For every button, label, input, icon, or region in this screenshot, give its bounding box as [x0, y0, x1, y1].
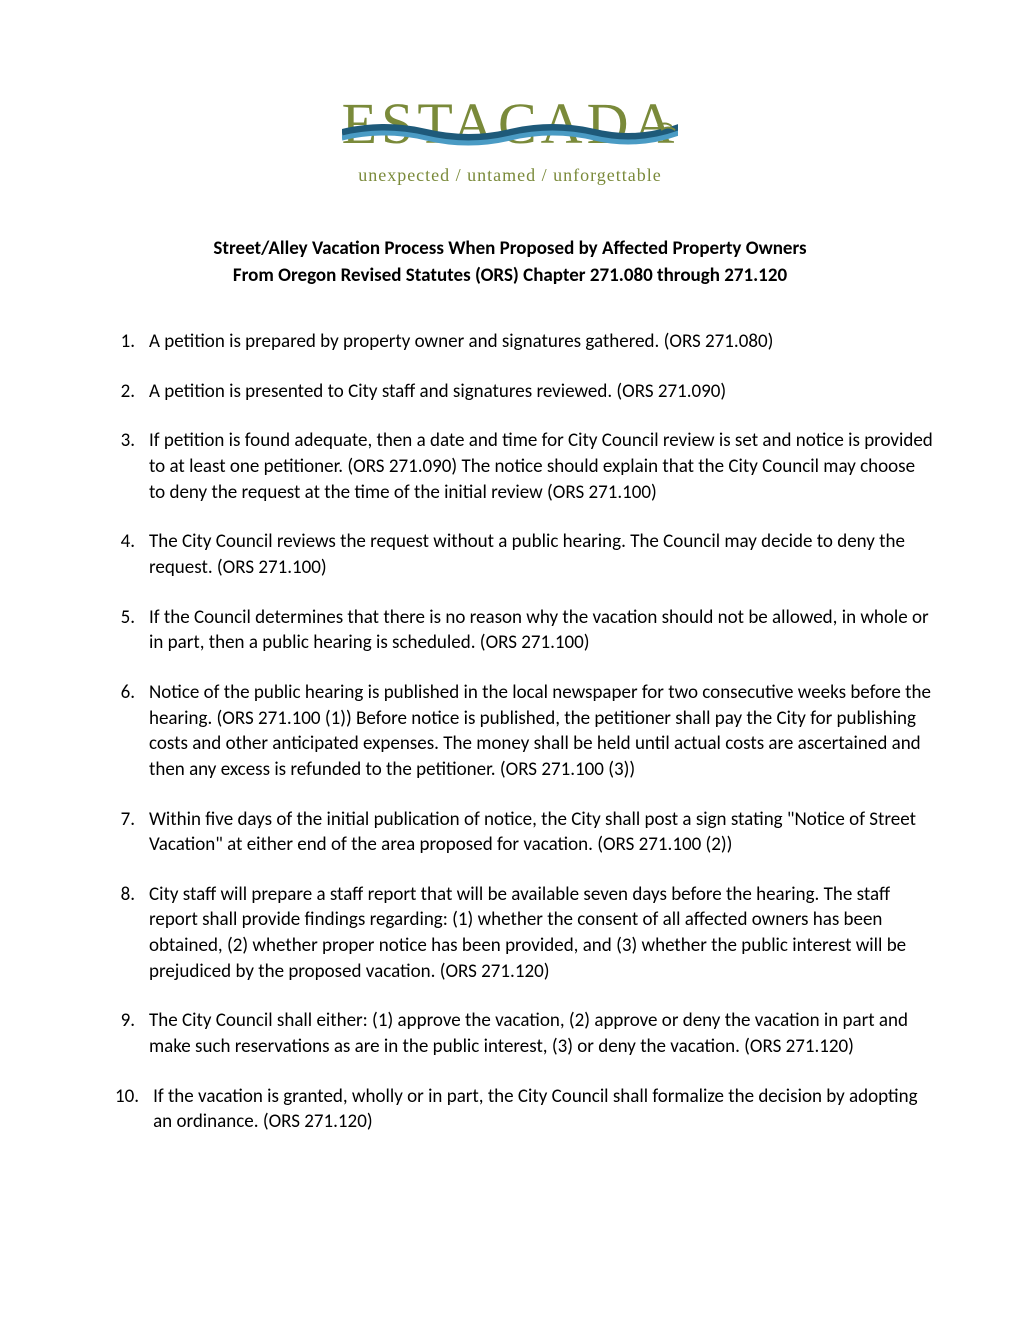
item-number: 10.: [115, 1084, 153, 1135]
logo-text: ESTACADA: [342, 90, 679, 157]
estacada-logo: ESTACADA unexpected / untamed / unforget…: [342, 90, 679, 186]
title-line-2: From Oregon Revised Statutes (ORS) Chapt…: [85, 263, 935, 290]
list-item: 9. The City Council shall either: (1) ap…: [115, 1008, 935, 1059]
item-text: A petition is prepared by property owner…: [149, 329, 935, 355]
item-text: A petition is presented to City staff an…: [149, 379, 935, 405]
list-item: 7. Within five days of the initial publi…: [115, 807, 935, 858]
list-item: 2. A petition is presented to City staff…: [115, 379, 935, 405]
logo-tagline: unexpected / untamed / unforgettable: [342, 165, 679, 186]
item-text: If the vacation is granted, wholly or in…: [153, 1084, 935, 1135]
item-text: Notice of the public hearing is publishe…: [149, 680, 935, 783]
document-title: Street/Alley Vacation Process When Propo…: [85, 236, 935, 289]
item-number: 4.: [115, 529, 149, 580]
list-item: 4. The City Council reviews the request …: [115, 529, 935, 580]
item-number: 2.: [115, 379, 149, 405]
process-list: 1. A petition is prepared by property ow…: [85, 329, 935, 1135]
item-text: Within five days of the initial publicat…: [149, 807, 935, 858]
item-number: 5.: [115, 605, 149, 656]
item-number: 7.: [115, 807, 149, 858]
list-item: 5. If the Council determines that there …: [115, 605, 935, 656]
item-number: 1.: [115, 329, 149, 355]
list-item: 3. If petition is found adequate, then a…: [115, 428, 935, 505]
title-line-1: Street/Alley Vacation Process When Propo…: [85, 236, 935, 263]
item-number: 3.: [115, 428, 149, 505]
item-text: The City Council shall either: (1) appro…: [149, 1008, 935, 1059]
item-number: 9.: [115, 1008, 149, 1059]
item-text: City staff will prepare a staff report t…: [149, 882, 935, 985]
list-item: 10. If the vacation is granted, wholly o…: [115, 1084, 935, 1135]
item-text: The City Council reviews the request wit…: [149, 529, 935, 580]
logo-section: ESTACADA unexpected / untamed / unforget…: [85, 90, 935, 186]
item-number: 8.: [115, 882, 149, 985]
list-item: 1. A petition is prepared by property ow…: [115, 329, 935, 355]
item-text: If the Council determines that there is …: [149, 605, 935, 656]
item-number: 6.: [115, 680, 149, 783]
logo-wave-icon: [342, 118, 679, 148]
list-item: 8. City staff will prepare a staff repor…: [115, 882, 935, 985]
item-text: If petition is found adequate, then a da…: [149, 428, 935, 505]
list-item: 6. Notice of the public hearing is publi…: [115, 680, 935, 783]
